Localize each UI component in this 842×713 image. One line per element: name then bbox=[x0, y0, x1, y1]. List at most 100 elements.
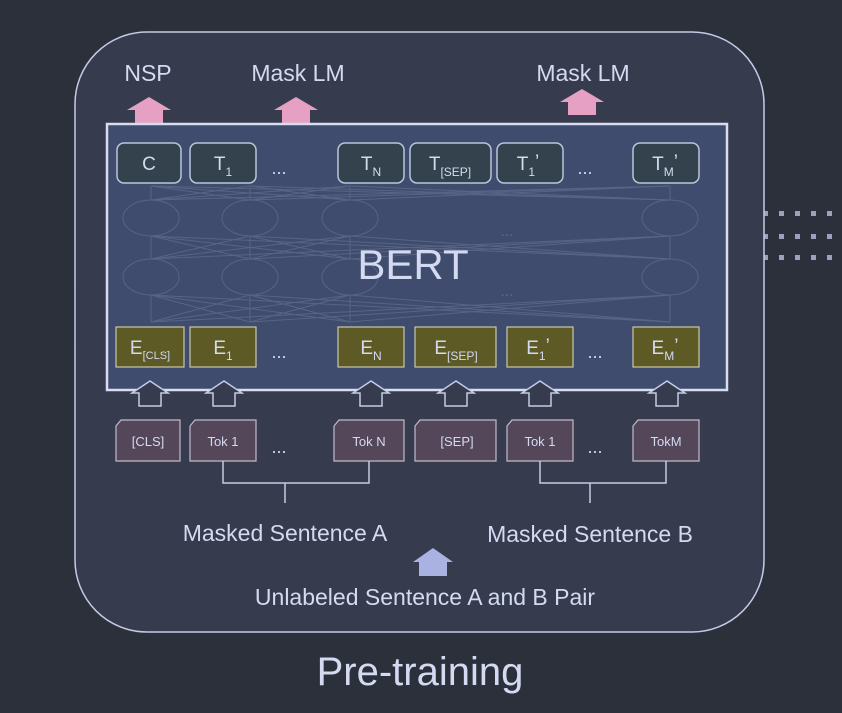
hidden-node bbox=[122, 258, 180, 296]
nsp-up-arrow bbox=[127, 97, 171, 124]
connector-dot bbox=[811, 255, 816, 260]
network-edge bbox=[349, 294, 671, 323]
network-edge bbox=[349, 185, 671, 201]
up-arrow-icon bbox=[350, 380, 392, 407]
network-edge bbox=[150, 235, 671, 260]
connector-dot bbox=[763, 211, 768, 216]
hidden-ellipsis-upper: ... bbox=[500, 223, 513, 240]
hidden-node bbox=[641, 199, 699, 237]
network-edge bbox=[150, 185, 671, 201]
token-tokn: Tok N bbox=[333, 419, 405, 462]
input-up-arrow bbox=[413, 548, 453, 576]
connector-dot bbox=[827, 234, 832, 239]
network-edge bbox=[249, 185, 351, 201]
embedding-ellipsis-2: ... bbox=[587, 342, 602, 362]
network-edge bbox=[150, 185, 351, 201]
svg-text:EM’: EM’ bbox=[652, 336, 679, 363]
svg-text:EN: EN bbox=[360, 338, 381, 363]
output-vector-tm-prime: TM’ bbox=[632, 142, 700, 184]
up-arrow-icon bbox=[203, 380, 245, 407]
embedding-n: EN bbox=[337, 326, 405, 368]
connector-dot bbox=[779, 211, 784, 216]
output-ellipsis-2: ... bbox=[577, 158, 592, 178]
mask-lm-up-arrow-2 bbox=[560, 89, 604, 115]
token-cls: [CLS] bbox=[115, 419, 181, 462]
network-edge bbox=[249, 185, 671, 201]
pretraining-caption: Pre-training bbox=[317, 650, 524, 694]
output-arrows bbox=[127, 89, 604, 124]
output-vector-t1-prime: T1’ bbox=[496, 142, 564, 184]
output-vector-t1: T1 bbox=[189, 142, 257, 184]
mask-lm-up-arrow-1 bbox=[274, 97, 318, 124]
hidden-node bbox=[321, 199, 379, 237]
up-arrow-icon bbox=[435, 380, 477, 407]
up-arrow-icon bbox=[519, 380, 561, 407]
token-sep: [SEP] bbox=[414, 419, 497, 462]
embedding-1: E1 bbox=[189, 326, 257, 368]
bracket-sentence-a bbox=[222, 461, 370, 503]
mask-lm-label-2: Mask LM bbox=[536, 60, 629, 86]
token-tok1-b: Tok 1 bbox=[506, 419, 574, 462]
svg-text:Tok N: Tok N bbox=[352, 434, 385, 449]
network-edge bbox=[349, 235, 671, 260]
token-to-embedding-arrows bbox=[129, 380, 688, 407]
svg-text:Tok 1: Tok 1 bbox=[207, 434, 238, 449]
connector-dot bbox=[795, 211, 800, 216]
network-edge bbox=[249, 235, 671, 260]
up-arrow-icon bbox=[129, 380, 171, 407]
svg-text:T1: T1 bbox=[214, 154, 233, 179]
token-tok1: Tok 1 bbox=[189, 419, 257, 462]
svg-text:TokM: TokM bbox=[650, 434, 681, 449]
connector-dot bbox=[763, 234, 768, 239]
masked-sentence-b-label: Masked Sentence B bbox=[487, 521, 693, 547]
network-edge bbox=[150, 235, 351, 260]
svg-text:TM’: TM’ bbox=[652, 152, 678, 179]
embedding-sep: E[SEP] bbox=[414, 326, 497, 368]
connector-dot bbox=[795, 255, 800, 260]
embedding-ellipsis-1: ... bbox=[271, 342, 286, 362]
unlabeled-pair-label: Unlabeled Sentence A and B Pair bbox=[255, 584, 595, 610]
connector-dot bbox=[763, 255, 768, 260]
token-ellipsis-2: ... bbox=[587, 437, 602, 457]
hidden-layer-network bbox=[122, 185, 699, 323]
token-ellipsis-1: ... bbox=[271, 437, 286, 457]
svg-text:E[SEP]: E[SEP] bbox=[434, 338, 477, 363]
network-edge bbox=[249, 294, 351, 323]
connector-dot bbox=[795, 234, 800, 239]
token-tokm: TokM bbox=[632, 419, 700, 462]
connector-dot bbox=[811, 234, 816, 239]
network-edge bbox=[249, 294, 671, 323]
up-arrow-icon bbox=[646, 380, 688, 407]
hidden-node bbox=[221, 258, 279, 296]
hidden-node bbox=[122, 199, 180, 237]
svg-text:Tok 1: Tok 1 bbox=[524, 434, 555, 449]
svg-text:[SEP]: [SEP] bbox=[440, 434, 473, 449]
output-vector-c: C bbox=[116, 142, 182, 184]
embedding-m-prime: EM’ bbox=[632, 326, 700, 368]
connector-dot bbox=[827, 255, 832, 260]
svg-text:E1’: E1’ bbox=[526, 336, 550, 363]
network-edge bbox=[150, 235, 251, 260]
embedding-cls: E[CLS] bbox=[115, 326, 185, 368]
connector-dot bbox=[811, 211, 816, 216]
svg-text:T1’: T1’ bbox=[517, 152, 540, 179]
embedding-1-prime: E1’ bbox=[506, 326, 574, 368]
svg-text:TN: TN bbox=[361, 154, 381, 179]
bert-label: BERT bbox=[357, 241, 468, 288]
svg-text:E1: E1 bbox=[213, 338, 233, 363]
hidden-node bbox=[321, 258, 379, 296]
svg-text:[CLS]: [CLS] bbox=[132, 434, 165, 449]
svg-text:T[SEP]: T[SEP] bbox=[429, 154, 471, 179]
embeddings: E[CLS] E1 EN E[SEP] E1’ bbox=[115, 326, 700, 368]
hidden-ellipsis-lower: ... bbox=[500, 283, 513, 300]
output-vector-tsep: T[SEP] bbox=[409, 142, 492, 184]
connector-dot bbox=[827, 211, 832, 216]
output-vector-tn: TN bbox=[337, 142, 405, 184]
output-ellipsis-1: ... bbox=[271, 158, 286, 178]
bracket-sentence-b bbox=[539, 461, 667, 503]
network-edge bbox=[150, 294, 251, 323]
svg-text:E[CLS]: E[CLS] bbox=[130, 338, 170, 362]
masked-sentence-a-label: Masked Sentence A bbox=[183, 520, 388, 546]
input-tokens: [CLS] Tok 1 Tok N [SEP] Tok 1 TokM ... .… bbox=[115, 419, 700, 462]
